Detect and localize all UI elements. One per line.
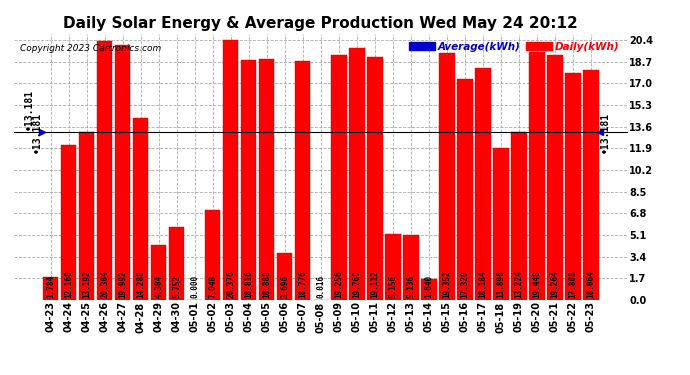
Text: 19.448: 19.448 (533, 271, 542, 298)
Bar (475, 68, 491, 300)
Text: 18.064: 18.064 (586, 271, 595, 298)
Bar (403, 235, 419, 300)
Bar (223, 40, 239, 300)
Text: Copyright 2023 Cartronics.com: Copyright 2023 Cartronics.com (20, 44, 161, 53)
Text: 18.816: 18.816 (244, 271, 253, 298)
Bar (422, 279, 437, 300)
Bar (493, 148, 509, 300)
Text: 4.304: 4.304 (155, 275, 164, 298)
Bar (151, 245, 166, 300)
Text: 19.768: 19.768 (353, 271, 362, 298)
Text: 18.888: 18.888 (262, 271, 271, 298)
Bar (169, 227, 184, 300)
Bar (241, 60, 257, 300)
Text: 18.776: 18.776 (298, 271, 307, 298)
Bar (331, 55, 346, 300)
Bar (349, 48, 364, 300)
Text: 12.160: 12.160 (64, 271, 73, 298)
Text: 17.808: 17.808 (569, 271, 578, 298)
Text: 5.752: 5.752 (172, 275, 181, 298)
Text: •13.181: •13.181 (23, 89, 34, 130)
Text: 5.136: 5.136 (406, 275, 415, 298)
Text: 3.696: 3.696 (280, 275, 289, 298)
Bar (79, 132, 95, 300)
Title: Daily Solar Energy & Average Production Wed May 24 20:12: Daily Solar Energy & Average Production … (63, 16, 578, 31)
Text: 20.304: 20.304 (100, 271, 109, 298)
Text: 1.640: 1.640 (424, 275, 433, 298)
Text: •13.181: •13.181 (32, 111, 41, 153)
Bar (43, 277, 59, 300)
Text: 19.992: 19.992 (118, 271, 127, 298)
Text: 17.320: 17.320 (460, 271, 469, 298)
Text: 13.192: 13.192 (82, 271, 91, 298)
Text: 5.156: 5.156 (388, 275, 397, 298)
Text: 1.784: 1.784 (46, 275, 55, 298)
Text: 14.288: 14.288 (136, 271, 146, 298)
Bar (385, 234, 400, 300)
Text: •13.181: •13.181 (600, 111, 610, 153)
Bar (457, 80, 473, 300)
Text: 20.376: 20.376 (226, 271, 235, 298)
Text: 19.264: 19.264 (551, 271, 560, 298)
Text: 11.896: 11.896 (496, 271, 506, 298)
Text: 19.352: 19.352 (442, 271, 451, 298)
Bar (61, 145, 77, 300)
Text: 19.256: 19.256 (335, 271, 344, 298)
Bar (565, 73, 580, 300)
Text: 7.040: 7.040 (208, 275, 217, 298)
Text: 18.184: 18.184 (478, 271, 487, 298)
Bar (259, 59, 275, 300)
Bar (133, 118, 148, 300)
Bar (295, 61, 310, 300)
Bar (511, 132, 526, 300)
Text: 19.112: 19.112 (371, 271, 380, 298)
Bar (205, 210, 220, 300)
Bar (547, 55, 562, 300)
Text: 0.000: 0.000 (190, 275, 199, 298)
Bar (277, 253, 293, 300)
Legend: Average(kWh), Daily(kWh): Average(kWh), Daily(kWh) (408, 42, 620, 52)
Bar (583, 70, 599, 300)
Bar (440, 54, 455, 300)
Text: 0.016: 0.016 (316, 275, 326, 298)
Text: 13.224: 13.224 (515, 271, 524, 298)
Bar (529, 52, 544, 300)
Bar (367, 57, 382, 300)
Bar (97, 41, 112, 300)
Bar (115, 45, 130, 300)
